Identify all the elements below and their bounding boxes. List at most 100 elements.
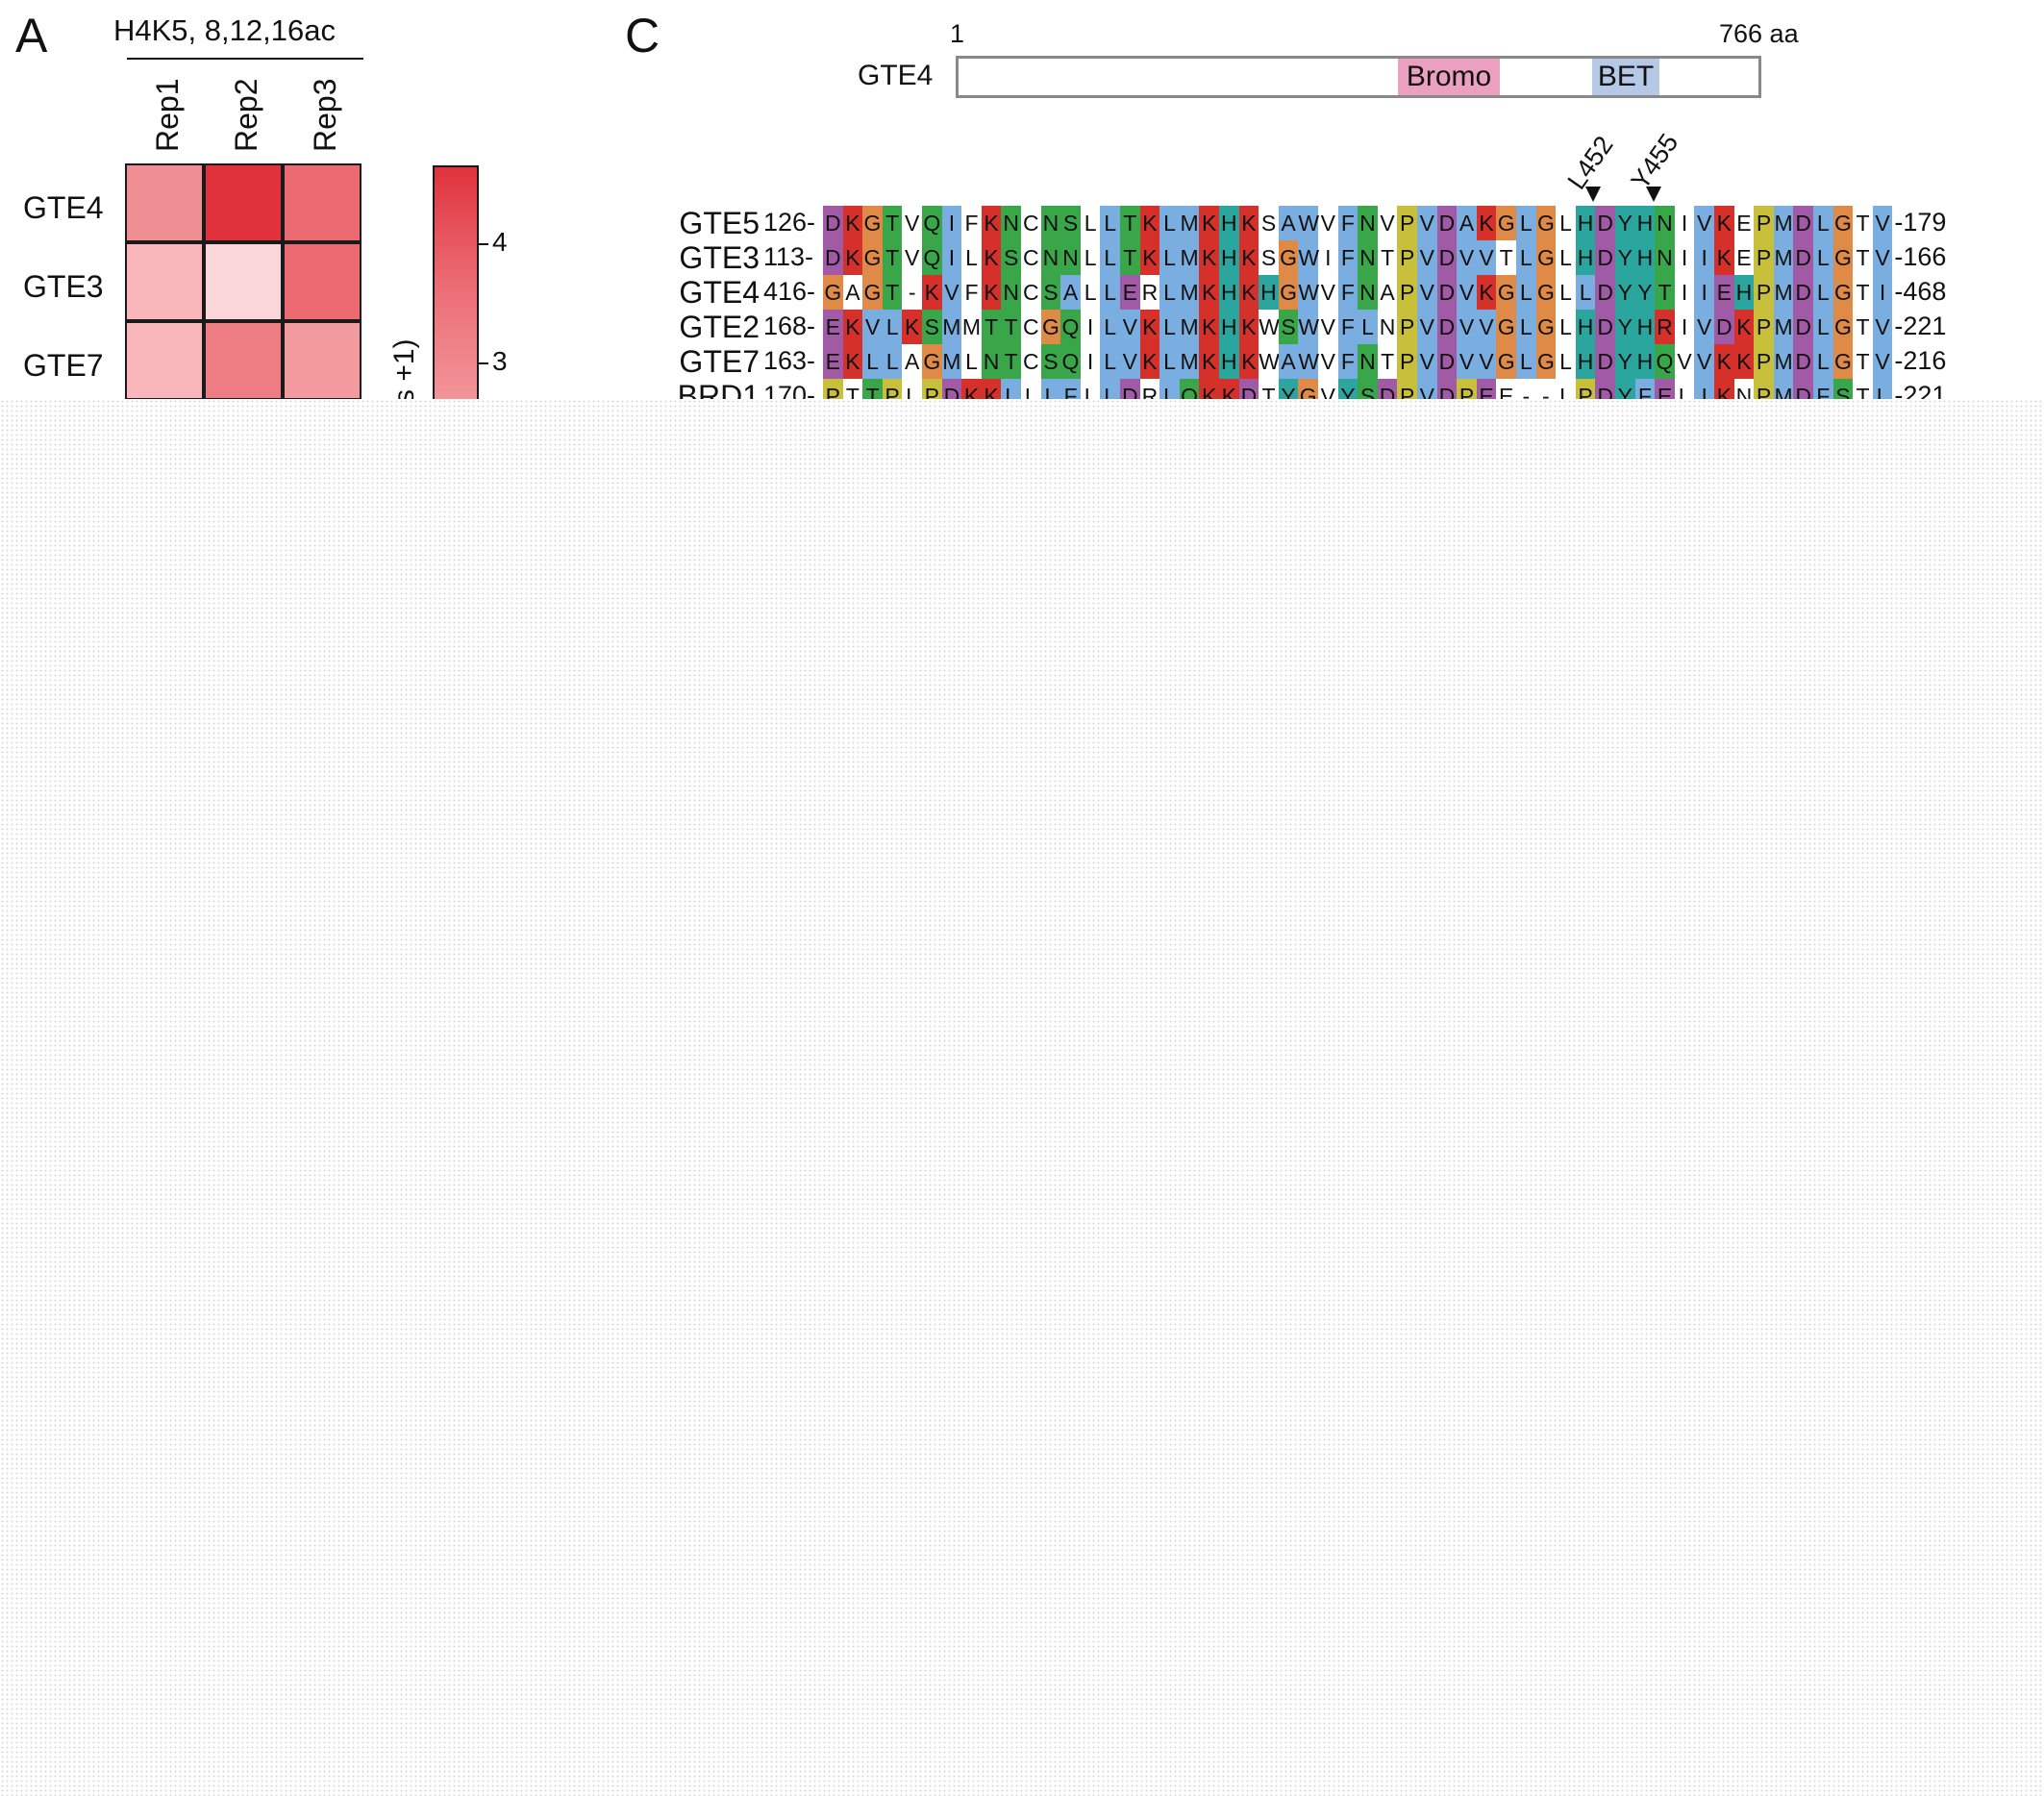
alignment-residue: V	[1417, 275, 1437, 310]
row-label-gte7: GTE7	[23, 348, 104, 383]
bet-domain: BET	[1592, 59, 1659, 95]
alignment-residue: K	[1139, 206, 1160, 240]
alignment-residue: K	[1714, 240, 1734, 275]
alignment-residue: G	[1832, 310, 1854, 344]
alignment-residue: T	[882, 206, 903, 240]
alignment-residue: I	[1694, 240, 1714, 275]
alignment-residue: G	[1832, 240, 1854, 275]
alignment-residue: V	[1320, 280, 1335, 305]
alignment-residue: L	[1159, 344, 1180, 379]
alignment-residue: D	[823, 206, 843, 240]
alignment-residue: P	[1397, 206, 1417, 240]
alignment-residue: N	[1001, 275, 1021, 310]
alignment-residue: H	[1634, 344, 1656, 379]
alignment-residue: S	[1040, 344, 1061, 379]
alignment-residue: K	[1714, 206, 1734, 240]
alignment-residue: V	[905, 211, 920, 236]
alignment-residue: H	[1733, 275, 1755, 310]
alignment-residue: F	[1337, 275, 1359, 310]
alignment-start-pos: 163-	[763, 346, 816, 375]
alignment-residue: L	[1100, 275, 1120, 310]
alignment-residue: G	[1278, 275, 1299, 310]
bromo-domain-label: Bromo	[1406, 61, 1492, 92]
alignment-residue: D	[1595, 206, 1615, 240]
heatmap-cell	[283, 321, 361, 400]
alignment-residue: H	[1575, 240, 1596, 275]
alignment-residue: I	[1681, 211, 1688, 236]
alignment-residue: N	[1040, 206, 1061, 240]
alignment-residue: K	[1199, 240, 1219, 275]
bet-domain-label: BET	[1597, 61, 1655, 92]
alignment-residue: R	[1141, 280, 1159, 305]
alignment-residue: L	[1559, 245, 1572, 270]
alignment-residue: V	[1694, 206, 1714, 240]
alignment-residue: M	[941, 310, 962, 344]
alignment-residue: P	[1754, 344, 1774, 379]
alignment-residue: -	[1542, 384, 1550, 409]
alignment-residue: V	[1872, 206, 1893, 240]
alignment-residue: K	[1476, 206, 1497, 240]
alignment-residue: -	[1522, 384, 1531, 409]
alignment-seq-name: GTE3	[679, 240, 760, 275]
domain-end-label: 766 aa	[1719, 19, 1799, 48]
alignment-residue: N	[1001, 206, 1021, 240]
alignment-residue: A	[1060, 275, 1081, 310]
heatmap-cell	[204, 163, 283, 242]
alignment-residue: V	[1320, 211, 1335, 236]
alignment-residue: K	[902, 310, 922, 344]
alignment-residue: G	[1535, 240, 1557, 275]
alignment-residue: L	[965, 349, 978, 374]
alignment-residue: L	[862, 344, 883, 379]
alignment-residue: M	[1179, 275, 1200, 310]
alignment-residue: G	[862, 275, 883, 310]
alignment-residue: I	[1681, 245, 1688, 270]
alignment-residue: L	[965, 245, 978, 270]
alignment-end-pos: -216	[1894, 346, 1947, 375]
alignment-residue: E	[823, 310, 843, 344]
alignment-residue: L	[882, 344, 903, 379]
alignment-residue: M	[1179, 344, 1200, 379]
alignment-residue: T	[1381, 349, 1395, 374]
panel-c-label: C	[625, 9, 661, 62]
alignment-residue: K	[1238, 206, 1259, 240]
alignment-residue: P	[1397, 310, 1417, 344]
heatmap-cell	[283, 163, 361, 242]
alignment-residue: Q	[1655, 344, 1675, 379]
bromo-domain: Bromo	[1398, 59, 1500, 95]
alignment-residue: L	[1516, 310, 1536, 344]
alignment-residue: G	[1535, 275, 1557, 310]
alignment-start-pos: 126-	[763, 208, 816, 237]
alignment-residue: L	[1358, 310, 1378, 344]
alignment-residue: H	[1634, 240, 1656, 275]
alignment-residue: L	[1084, 245, 1097, 270]
alignment-residue: V	[1694, 310, 1714, 344]
alignment-residue: L	[1813, 275, 1833, 310]
alignment-residue: V	[1417, 206, 1437, 240]
alignment-residue: V	[1476, 240, 1497, 275]
alignment-residue: W	[1298, 240, 1319, 275]
alignment-residue: L	[1813, 310, 1833, 344]
alignment-residue: K	[1238, 240, 1259, 275]
alignment-residue: F	[964, 211, 979, 236]
alignment-start-pos: 416-	[763, 277, 816, 306]
alignment-residue: L	[1159, 310, 1180, 344]
alignment-row: GTE5 126- D K G T V Q I F K N C N S L L T K L M K H K S A W V F N V P V D…	[654, 206, 2000, 240]
alignment-residue: K	[1238, 310, 1259, 344]
alignment-residue: M	[1179, 240, 1200, 275]
alignment-residue: V	[1476, 310, 1497, 344]
alignment-residue: F	[1337, 240, 1359, 275]
alignment-residue: H	[1219, 240, 1239, 275]
alignment-residue: V	[1677, 349, 1692, 374]
alignment-row: GTE7 163- E K L L A G M L N T C S Q I L V K L M K H K W A W V F N T P V D…	[654, 344, 2000, 379]
alignment-residue: V	[1476, 344, 1497, 379]
alignment-row: GTE2 168- E K V L K S M M T T C G Q I L V K L M K H K W S W V F L N P V D…	[654, 310, 2000, 344]
alignment-residue: D	[823, 240, 843, 275]
alignment-row: GTE3 113- D K G T V Q I L K S C N N L L T K L M K H K S G W I F N T P V D…	[654, 240, 2000, 275]
alignment-residue: W	[1298, 310, 1319, 344]
alignment-residue: P	[1754, 240, 1774, 275]
alignment-residue: D	[1793, 310, 1813, 344]
alignment-residue: D	[1436, 275, 1458, 310]
alignment-residue: G	[1040, 310, 1061, 344]
alignment-residue: M	[1773, 206, 1794, 240]
alignment-residue: M	[1773, 240, 1794, 275]
